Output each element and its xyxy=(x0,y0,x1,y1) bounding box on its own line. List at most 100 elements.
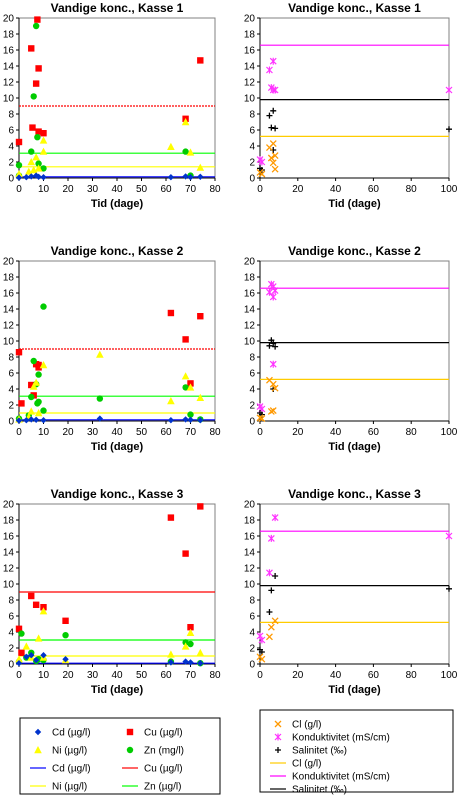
y-tick-label: 18 xyxy=(244,30,256,41)
data-point-salinitet xyxy=(270,340,277,347)
data-point-konduktivitet xyxy=(258,636,266,644)
y-tick-label: 14 xyxy=(244,548,256,559)
data-point-salinitet xyxy=(268,587,275,594)
y-tick-label: 10 xyxy=(244,580,256,591)
data-point-cl xyxy=(256,414,264,422)
y-tick-label: 20 xyxy=(3,500,15,511)
chart-panel-r2: Vandige konc., Kasse 2 0 2 4 6 8 10 12 14 16 18 20 0… xyxy=(244,244,457,453)
plot-area xyxy=(259,17,450,179)
data-point-zn xyxy=(34,134,41,141)
x-tick-label: 100 xyxy=(441,184,457,195)
x-tick-label: 80 xyxy=(406,670,418,681)
y-tick-label: 16 xyxy=(3,46,15,57)
data-point-salinitet xyxy=(266,342,273,349)
x-tick-label: 70 xyxy=(185,427,197,438)
data-point-cl xyxy=(267,623,275,631)
legend-label: Cu (µg/l) xyxy=(144,764,183,775)
x-tick-label: 40 xyxy=(111,427,123,438)
y-tick-label: 8 xyxy=(8,596,14,607)
data-point-konduktivitet xyxy=(271,514,279,522)
data-point-cu xyxy=(197,313,204,320)
y-tick-label: 2 xyxy=(8,401,14,412)
x-axis-label: Tid (dage) xyxy=(91,684,144,696)
legend-label: Zn (µg/l) xyxy=(144,782,181,793)
data-point-cd xyxy=(40,652,47,659)
data-point-cu xyxy=(28,45,35,52)
data-point-cu xyxy=(197,503,204,510)
y-tick-label: 0 xyxy=(249,417,255,428)
data-point-ni xyxy=(34,409,43,417)
data-point-ni xyxy=(32,378,40,386)
y-tick-label: 8 xyxy=(8,110,14,121)
data-point-ni xyxy=(27,407,36,415)
legend-label: Salinitet (‰) xyxy=(292,746,347,757)
x-tick-label: 20 xyxy=(62,427,74,438)
x-tick-label: 80 xyxy=(209,670,221,681)
data-point-cu xyxy=(167,514,175,521)
y-tick-label: 6 xyxy=(249,612,255,623)
y-tick-label: 2 xyxy=(249,644,255,655)
y-tick-label: 8 xyxy=(249,596,255,607)
data-point-salinitet xyxy=(272,125,279,132)
y-tick-label: 0 xyxy=(8,417,14,428)
data-point-cd xyxy=(23,417,30,424)
x-tick-label: 60 xyxy=(368,670,380,681)
data-point-ni xyxy=(27,158,36,166)
x-tick-label: 70 xyxy=(185,670,197,681)
data-point-cd xyxy=(187,659,194,666)
data-point-cu xyxy=(182,336,189,343)
y-tick-label: 18 xyxy=(3,30,15,41)
data-point-salinitet xyxy=(446,126,452,133)
legend-marker-konduktivitet xyxy=(274,733,282,741)
data-point-cu xyxy=(15,625,23,632)
legend-marker-cl xyxy=(274,720,282,728)
data-point-konduktivitet xyxy=(445,86,453,94)
data-point-cd xyxy=(187,416,194,423)
chart-title: Vandige konc., Kasse 3 xyxy=(51,487,184,501)
data-point-ni xyxy=(96,350,104,358)
data-point-salinitet xyxy=(272,573,279,579)
y-tick-label: 2 xyxy=(8,158,14,169)
y-tick-label: 12 xyxy=(244,564,256,575)
x-tick-label: 40 xyxy=(111,670,123,681)
x-tick-label: 60 xyxy=(368,184,380,195)
data-point-cd xyxy=(197,417,204,424)
data-point-zn xyxy=(30,93,37,100)
data-point-ni xyxy=(181,118,190,126)
data-point-cu xyxy=(18,400,25,407)
data-point-cd xyxy=(40,174,47,181)
y-tick-label: 2 xyxy=(249,158,255,169)
chart-panel-l3: Vandige konc., Kasse 3 0 2 4 6 8 10 12 14 16 18 20 0… xyxy=(3,487,221,696)
x-tick-label: 60 xyxy=(368,427,380,438)
data-point-salinitet xyxy=(272,343,279,350)
y-tick-label: 20 xyxy=(244,14,256,25)
legend-label: Cl (g/l) xyxy=(292,759,321,770)
y-tick-label: 4 xyxy=(249,628,255,639)
x-tick-label: 40 xyxy=(330,184,342,195)
legend-box xyxy=(259,709,454,793)
legend-label: Salinitet (‰) xyxy=(292,785,347,796)
x-tick-label: 70 xyxy=(185,184,197,195)
x-tick-label: 0 xyxy=(257,184,263,195)
y-tick-label: 0 xyxy=(249,174,255,185)
data-point-zn xyxy=(40,165,47,172)
y-tick-label: 18 xyxy=(3,516,15,527)
data-point-cl xyxy=(269,140,277,148)
x-tick-label: 20 xyxy=(62,184,74,195)
y-tick-label: 12 xyxy=(3,564,15,575)
data-point-ni xyxy=(15,655,23,663)
x-tick-label: 80 xyxy=(406,427,418,438)
data-point-konduktivitet xyxy=(269,293,277,301)
x-axis-label: Tid (dage) xyxy=(91,198,144,210)
data-point-cd xyxy=(23,653,30,660)
data-point-konduktivitet xyxy=(258,158,266,166)
y-tick-label: 6 xyxy=(249,369,255,380)
legend-label: Cu (µg/l) xyxy=(144,728,183,739)
data-point-cd xyxy=(40,417,47,424)
y-tick-label: 8 xyxy=(8,353,14,364)
x-tick-label: 40 xyxy=(330,427,342,438)
y-tick-label: 16 xyxy=(3,532,15,543)
data-point-cl xyxy=(258,170,266,178)
data-point-ni xyxy=(167,650,175,658)
